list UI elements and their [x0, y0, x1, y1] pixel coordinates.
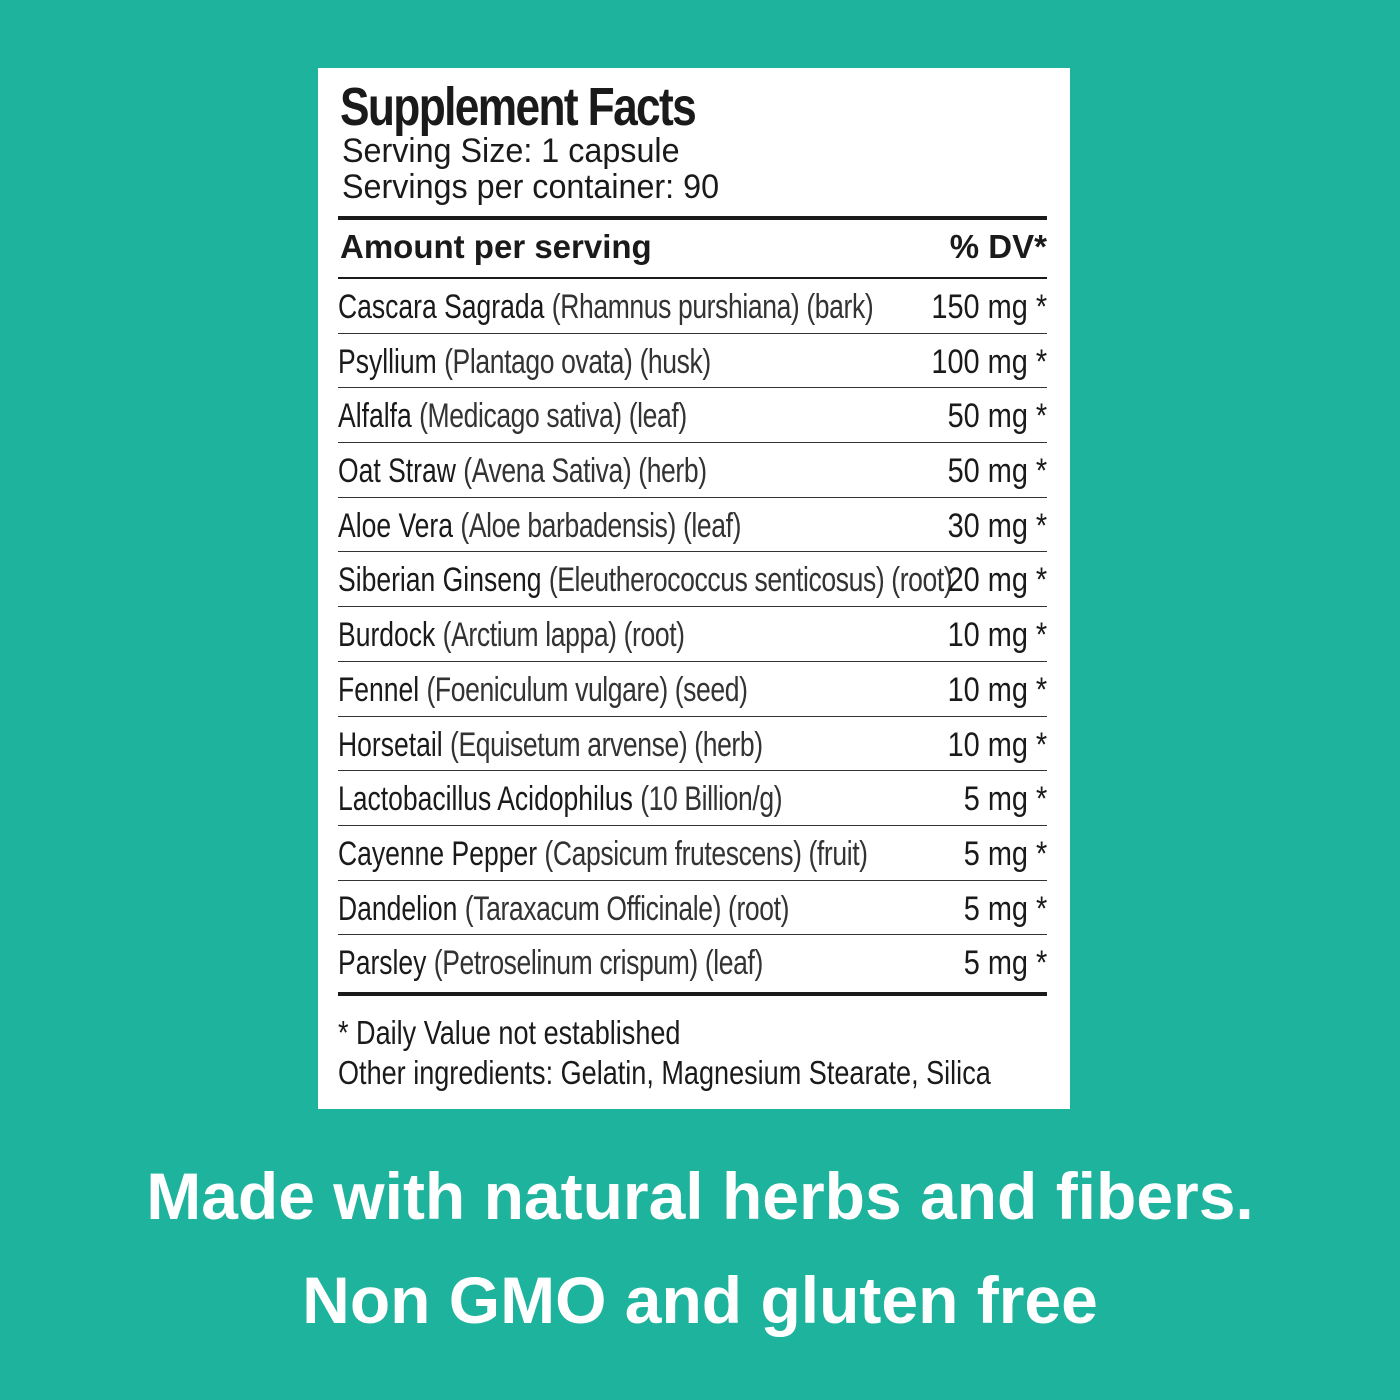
ingredient-common-name: Siberian Ginseng [338, 561, 542, 600]
ingredient-row: Parsley (Petroselinum crispum) (leaf) 5 m… [338, 935, 1047, 989]
ingredient-row: Alfalfa (Medicago sativa) (leaf) 50 mg * [338, 388, 1047, 444]
servings-per-container: Servings per container: 90 [342, 168, 720, 206]
ingredient-name: Horsetail (Equisetum arvense) (herb) [338, 726, 763, 765]
ingredient-common-name: Burdock [338, 616, 436, 655]
ingredient-common-name: Cayenne Pepper [338, 834, 538, 873]
label-title: Supplement Facts [340, 77, 697, 137]
ingredient-name: Siberian Ginseng (Eleutherococcus sentic… [338, 561, 953, 600]
ingredient-amount: 150 mg * [931, 288, 1047, 326]
ingredient-common-name: Psyllium [338, 342, 437, 381]
ingredient-amount: 5 mg * [963, 889, 1047, 928]
ingredient-name: Oat Straw (Avena Sativa) (herb) [338, 452, 707, 491]
ingredient-common-name: Aloe Vera [338, 506, 454, 545]
other-ingredients: Other ingredients: Gelatin, Magnesium St… [338, 1054, 991, 1091]
divider-thick [338, 992, 1047, 996]
header-amount-per-serving: Amount per serving [340, 228, 652, 265]
ingredient-amount: 5 mg * [963, 944, 1047, 983]
table-header: Amount per serving % DV* [340, 228, 1047, 272]
ingredient-amount: 50 mg * [947, 397, 1047, 436]
ingredient-name: Psyllium (Plantago ovata) (husk) [338, 343, 711, 382]
supplement-facts-label: Supplement Facts Serving Size: 1 capsule… [318, 68, 1070, 1109]
ingredient-amount: 30 mg * [947, 506, 1047, 545]
ingredient-detail: (Plantago ovata) (husk) [444, 342, 711, 381]
ingredient-common-name: Parsley [338, 944, 427, 983]
ingredient-row: Horsetail (Equisetum arvense) (herb) 10 m… [338, 717, 1047, 772]
ingredient-detail: (Equisetum arvense) (herb) [450, 725, 763, 764]
ingredient-row: Oat Straw (Avena Sativa) (herb) 50 mg * [338, 443, 1047, 498]
ingredient-row: Psyllium (Plantago ovata) (husk) 100 mg * [338, 334, 1047, 389]
ingredient-name: Alfalfa (Medicago sativa) (leaf) [338, 397, 687, 436]
ingredient-name: Cayenne Pepper (Capsicum frutescens) (fr… [338, 835, 868, 874]
ingredient-name: Aloe Vera (Aloe barbadensis) (leaf) [338, 507, 741, 546]
ingredient-detail: (Capsicum frutescens) (fruit) [544, 834, 868, 873]
ingredient-row: Burdock (Arctium lappa) (root) 10 mg * [338, 607, 1047, 662]
ingredient-common-name: Lactobacillus Acidophilus [338, 780, 633, 819]
ingredient-detail: (10 Billion/g) [640, 780, 783, 819]
ingredient-detail: (Foeniculum vulgare) (seed) [426, 670, 748, 709]
ingredient-row: Cayenne Pepper (Capsicum frutescens) (fr… [338, 826, 1047, 881]
ingredient-common-name: Alfalfa [338, 397, 412, 436]
ingredient-name: Dandelion (Taraxacum Officinale) (root) [338, 890, 789, 929]
ingredient-amount: 5 mg * [963, 834, 1047, 873]
serving-size: Serving Size: 1 capsule [342, 132, 680, 170]
footnote: * Daily Value not established [338, 1014, 681, 1051]
ingredient-detail: (Rhamnus purshiana) (bark) [551, 288, 874, 326]
header-dv: % DV* [949, 228, 1047, 265]
ingredient-detail: (Aloe barbadensis) (leaf) [460, 506, 742, 545]
ingredient-amount: 100 mg * [931, 342, 1047, 381]
ingredient-detail: (Arctium lappa) (root) [442, 616, 685, 655]
ingredient-detail: (Taraxacum Officinale) (root) [464, 889, 790, 928]
ingredient-name: Burdock (Arctium lappa) (root) [338, 616, 685, 655]
ingredient-row: Lactobacillus Acidophilus (10 Billion/g)… [338, 771, 1047, 826]
ingredient-name: Parsley (Petroselinum crispum) (leaf) [338, 944, 763, 983]
divider [338, 277, 1047, 279]
ingredient-amount: 10 mg * [947, 725, 1047, 764]
ingredient-common-name: Fennel [338, 670, 420, 709]
tagline-line-1: Made with natural herbs and fibers. [146, 1159, 1254, 1233]
ingredient-detail: (Eleutherococcus senticosus) (root) [548, 561, 953, 600]
ingredient-amount: 10 mg * [947, 670, 1047, 709]
ingredient-amount: 5 mg * [963, 780, 1047, 819]
ingredient-detail: (Petroselinum crispum) (leaf) [433, 944, 764, 983]
ingredient-name: Lactobacillus Acidophilus (10 Billion/g) [338, 780, 783, 819]
ingredient-common-name: Horsetail [338, 725, 443, 764]
ingredient-row: Cascara Sagrada (Rhamnus purshiana) (bar… [338, 279, 1047, 334]
ingredient-row: Aloe Vera (Aloe barbadensis) (leaf) 30 mg… [338, 498, 1047, 553]
ingredient-common-name: Cascara Sagrada [338, 288, 545, 326]
ingredient-amount: 10 mg * [947, 616, 1047, 655]
tagline-line-2: Non GMO and gluten free [302, 1263, 1098, 1337]
ingredient-detail: (Avena Sativa) (herb) [463, 452, 707, 491]
ingredient-row: Dandelion (Taraxacum Officinale) (root) 5… [338, 881, 1047, 936]
divider-thick [338, 216, 1047, 220]
ingredient-common-name: Dandelion [338, 889, 458, 928]
ingredient-name: Cascara Sagrada (Rhamnus purshiana) (bar… [338, 288, 874, 327]
ingredient-amount: 50 mg * [947, 452, 1047, 491]
ingredient-detail: (Medicago sativa) (leaf) [419, 397, 687, 436]
ingredient-row: Fennel (Foeniculum vulgare) (seed) 10 mg … [338, 662, 1047, 717]
ingredient-amount: 20 mg * [947, 561, 1047, 600]
ingredient-list: Cascara Sagrada (Rhamnus purshiana) (bar… [338, 279, 1047, 989]
ingredient-name: Fennel (Foeniculum vulgare) (seed) [338, 671, 748, 710]
ingredient-row: Siberian Ginseng (Eleutherococcus sentic… [338, 552, 1047, 608]
ingredient-common-name: Oat Straw [338, 452, 456, 491]
